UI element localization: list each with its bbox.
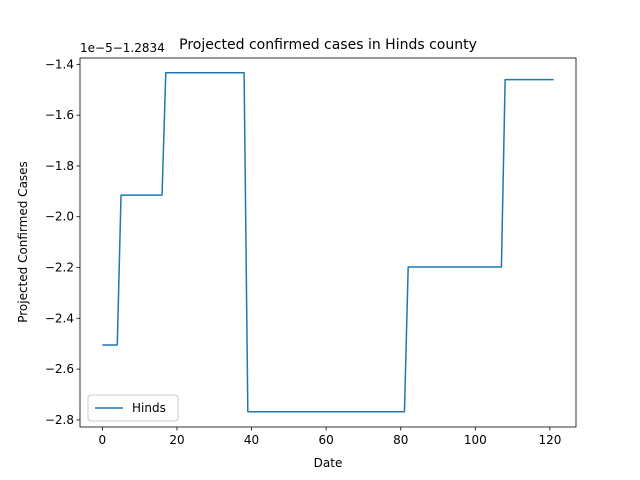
x-tick-label: 20 <box>169 433 184 447</box>
series-line-hinds <box>102 71 554 413</box>
plot-layer <box>102 71 554 413</box>
y-tick-label: −2.6 <box>45 362 74 376</box>
x-tick-label: 100 <box>464 433 487 447</box>
y-tick-label: −2.2 <box>45 261 74 275</box>
x-tick-label: 0 <box>99 433 107 447</box>
legend: Hinds <box>87 394 179 422</box>
y-tick-label: −2.8 <box>45 413 74 427</box>
legend-label-hinds: Hinds <box>132 401 166 415</box>
y-tick-label: −2.0 <box>45 210 74 224</box>
y-axis-label: Projected Confirmed Cases <box>16 161 30 323</box>
y-tick-label: −1.8 <box>45 159 74 173</box>
axes-layer: 0 20 40 60 80 100 120 −2.8 −2.6 −2.4 −2.2 −2.0 −1.8 −… <box>45 57 577 447</box>
x-tick-label: 120 <box>538 433 561 447</box>
y-axis-offset-label: 1e−5−1.2834 <box>80 41 165 55</box>
x-tick-label: 80 <box>393 433 408 447</box>
x-axis-label: Date <box>314 456 343 470</box>
x-tick-label: 40 <box>244 433 259 447</box>
y-tick-label: −1.6 <box>45 108 74 122</box>
plot-frame <box>79 57 577 428</box>
y-tick-label: −1.4 <box>45 57 74 71</box>
x-tick-label: 60 <box>318 433 333 447</box>
legend-frame <box>87 394 179 422</box>
y-tick-label: −2.4 <box>45 311 74 325</box>
chart-title: Projected confirmed cases in Hinds count… <box>179 37 477 53</box>
